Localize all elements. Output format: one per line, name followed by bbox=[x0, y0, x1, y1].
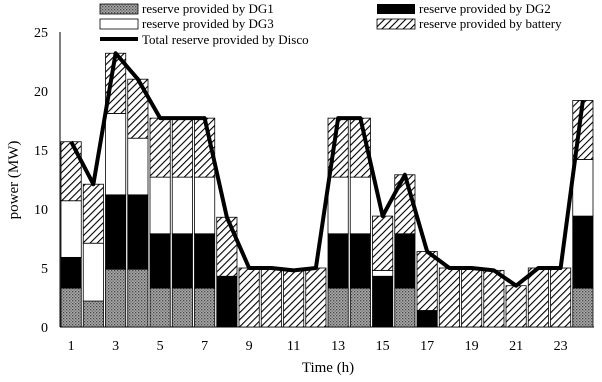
bar-segment-series-2 bbox=[105, 113, 127, 196]
bar-segment-series-2 bbox=[372, 269, 394, 277]
bar-segment-series-3 bbox=[527, 267, 549, 328]
legend-swatch-dg2 bbox=[377, 4, 415, 14]
y-tick-labels: 0 5 10 15 20 25 bbox=[34, 26, 48, 336]
bar-segment-series-3 bbox=[82, 183, 104, 244]
x-tick-labels: 1 3 5 7 9 11 13 15 17 19 21 23 bbox=[68, 339, 568, 354]
axes bbox=[59, 32, 594, 328]
bar-segment-series-2 bbox=[149, 176, 171, 235]
legend-label-total: Total reserve provided by Disco bbox=[142, 32, 309, 47]
bar-series bbox=[60, 52, 594, 328]
bar-segment-series-0 bbox=[349, 287, 371, 328]
bar-segment-series-3 bbox=[238, 267, 260, 328]
bar-segment-series-3 bbox=[505, 285, 527, 328]
legend-swatch-battery bbox=[376, 18, 416, 30]
bar-segment-series-0 bbox=[394, 287, 416, 328]
bar-segment-series-0 bbox=[171, 287, 193, 328]
bar-segment-series-3 bbox=[483, 269, 505, 328]
bar-segment-series-3 bbox=[283, 269, 305, 328]
bar-segment-series-3 bbox=[60, 141, 82, 202]
bar-segment-series-1 bbox=[60, 256, 82, 289]
x-tick-label: 19 bbox=[465, 339, 479, 354]
bar-segment-series-2 bbox=[60, 200, 82, 258]
y-tick-label: 15 bbox=[34, 144, 48, 159]
bar-segment-series-1 bbox=[372, 275, 394, 328]
x-tick-label: 23 bbox=[554, 339, 568, 354]
total-line-series bbox=[69, 51, 585, 288]
legend-swatch-dg1 bbox=[99, 3, 139, 15]
legend-label-battery: reserve provided by battery bbox=[419, 16, 562, 31]
bar-segment-series-0 bbox=[82, 300, 104, 328]
bar-segment-series-1 bbox=[149, 233, 171, 289]
bar-segment-series-0 bbox=[194, 287, 216, 328]
bar-segment-series-3 bbox=[305, 267, 327, 328]
legend-swatch-dg3 bbox=[99, 18, 139, 30]
y-tick-label: 10 bbox=[34, 203, 48, 218]
x-axis-label: Time (h) bbox=[302, 360, 354, 376]
bar-segment-series-1 bbox=[394, 233, 416, 289]
bar-segment-series-2 bbox=[171, 176, 193, 235]
bar-segment-series-0 bbox=[60, 287, 82, 328]
bar-segment-series-2 bbox=[349, 176, 371, 235]
bar-segment-series-0 bbox=[572, 287, 594, 328]
bar-segment-series-1 bbox=[105, 194, 127, 270]
x-tick-label: 21 bbox=[509, 339, 523, 354]
bar-segment-series-3 bbox=[438, 267, 460, 328]
total-reserve-line bbox=[69, 51, 585, 288]
legend: reserve provided by DG1 reserve provided… bbox=[99, 1, 562, 47]
bar-segment-series-3 bbox=[149, 117, 171, 178]
bar-segment-series-2 bbox=[327, 176, 349, 235]
bar-segment-series-0 bbox=[127, 268, 149, 328]
bar-segment-series-1 bbox=[349, 233, 371, 289]
x-tick-label: 1 bbox=[68, 339, 75, 354]
x-tick-label: 15 bbox=[376, 339, 390, 354]
y-tick-label: 20 bbox=[34, 85, 48, 100]
bar-segment-series-2 bbox=[194, 176, 216, 235]
bar-segment-series-1 bbox=[327, 233, 349, 289]
bar-segment-series-3 bbox=[216, 216, 238, 277]
legend-label-dg1: reserve provided by DG1 bbox=[142, 1, 274, 16]
bar-segment-series-1 bbox=[194, 233, 216, 289]
bar-segment-series-3 bbox=[372, 215, 394, 271]
bar-segment-series-3 bbox=[260, 267, 282, 328]
bar-segment-series-1 bbox=[127, 194, 149, 270]
y-axis-label: power (MW) bbox=[6, 141, 22, 220]
y-tick-label: 5 bbox=[41, 262, 48, 277]
x-tick-label: 5 bbox=[157, 339, 164, 354]
bar-segment-series-3 bbox=[171, 117, 193, 178]
bar-segment-series-3 bbox=[416, 251, 438, 311]
legend-label-dg2: reserve provided by DG2 bbox=[419, 1, 551, 16]
bar-segment-series-0 bbox=[327, 287, 349, 328]
bar-segment-series-3 bbox=[461, 267, 483, 328]
bar-segment-series-3 bbox=[550, 267, 572, 328]
x-tick-label: 17 bbox=[420, 339, 434, 354]
bar-segment-series-1 bbox=[416, 310, 438, 328]
x-tick-label: 3 bbox=[112, 339, 119, 354]
bar-segment-series-1 bbox=[216, 275, 238, 328]
bar-segment-series-1 bbox=[171, 233, 193, 289]
bar-segment-series-2 bbox=[127, 137, 149, 196]
bar-segment-series-0 bbox=[105, 268, 127, 328]
x-tick-label: 13 bbox=[331, 339, 345, 354]
x-tick-label: 7 bbox=[201, 339, 208, 354]
x-tick-label: 11 bbox=[287, 339, 300, 354]
legend-label-dg3: reserve provided by DG3 bbox=[142, 16, 274, 31]
y-tick-label: 25 bbox=[34, 26, 48, 41]
bar-segment-series-1 bbox=[572, 215, 594, 289]
x-tick-label: 9 bbox=[246, 339, 253, 354]
bar-segment-series-2 bbox=[82, 242, 104, 302]
bar-segment-series-0 bbox=[149, 287, 171, 328]
y-tick-label: 0 bbox=[41, 321, 48, 336]
